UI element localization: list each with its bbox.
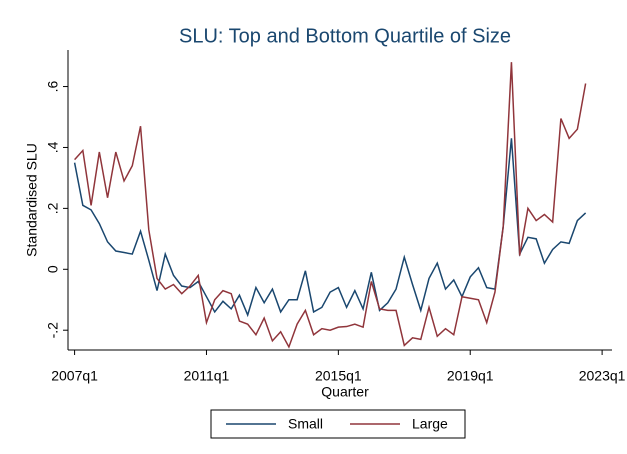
x-axis-label: Quarter	[321, 384, 369, 400]
legend-label: Large	[412, 416, 448, 432]
series-line	[73, 138, 587, 318]
series-line	[74, 62, 587, 349]
y-tick-label: .2	[45, 202, 61, 214]
x-tick-label: 2023q1	[579, 368, 626, 384]
y-tick-label: .6	[45, 81, 61, 93]
chart-title: SLU: Top and Bottom Quartile of Size	[179, 25, 511, 47]
y-tick-label: -.2	[45, 322, 61, 339]
legend-label: Small	[288, 416, 323, 432]
x-tick-label: 2007q1	[51, 368, 98, 384]
y-tick-label: .4	[45, 141, 61, 153]
x-tick-label: 2011q1	[184, 368, 230, 384]
x-tick-label: 2015q1	[315, 368, 362, 384]
y-axis-label: Standardised SLU	[24, 143, 40, 257]
x-tick-label: 2019q1	[447, 368, 494, 384]
y-tick-label: 0	[45, 265, 61, 273]
